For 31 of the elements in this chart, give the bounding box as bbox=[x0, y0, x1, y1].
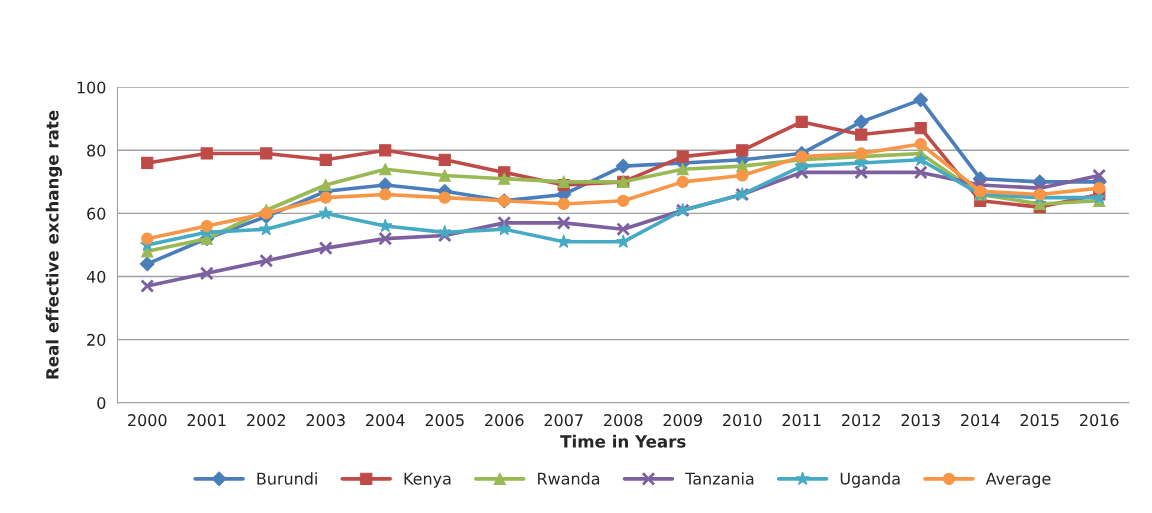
legend-label: Uganda bbox=[840, 472, 900, 488]
y-tick-label: 80 bbox=[87, 144, 106, 157]
x-tick-label: 2010 bbox=[723, 414, 762, 427]
x-tick-label: 2013 bbox=[901, 414, 940, 427]
y-tick-label: 40 bbox=[86, 270, 106, 283]
legend-label: Burundi bbox=[257, 472, 317, 485]
x-tick-label: 2006 bbox=[485, 414, 524, 427]
x-tick-label: 2007 bbox=[544, 414, 583, 427]
x-tick-label: 2016 bbox=[1080, 414, 1119, 427]
x-tick-label: 2009 bbox=[663, 414, 702, 427]
x-tick-label: 2008 bbox=[604, 414, 643, 427]
x-tick-label: 2002 bbox=[247, 414, 285, 427]
x-tick-label: 2015 bbox=[1020, 414, 1059, 427]
y-axis-title: Real effective exchange rate bbox=[45, 110, 63, 379]
x-tick-label: 2014 bbox=[961, 414, 1000, 427]
y-tick-label: 100 bbox=[77, 81, 106, 94]
y-tick-label: 0 bbox=[97, 396, 106, 409]
x-tick-label: 2003 bbox=[306, 414, 345, 427]
legend-label: Tanzania bbox=[685, 472, 754, 485]
legend-label: Kenya bbox=[404, 472, 451, 488]
y-tick-label: 60 bbox=[87, 207, 106, 220]
x-tick-label: 2004 bbox=[366, 414, 405, 427]
legend-label: Rwanda bbox=[538, 472, 600, 485]
x-tick-label: 2000 bbox=[128, 414, 167, 427]
y-tick-label: 20 bbox=[87, 333, 106, 346]
x-tick-label: 2012 bbox=[842, 414, 880, 427]
legend-label: Average bbox=[985, 472, 1051, 488]
x-tick-label: 2001 bbox=[187, 414, 226, 427]
x-axis-title: Time in Years bbox=[560, 434, 686, 448]
x-tick-label: 2011 bbox=[782, 414, 821, 427]
x-tick-label: 2005 bbox=[425, 414, 464, 427]
